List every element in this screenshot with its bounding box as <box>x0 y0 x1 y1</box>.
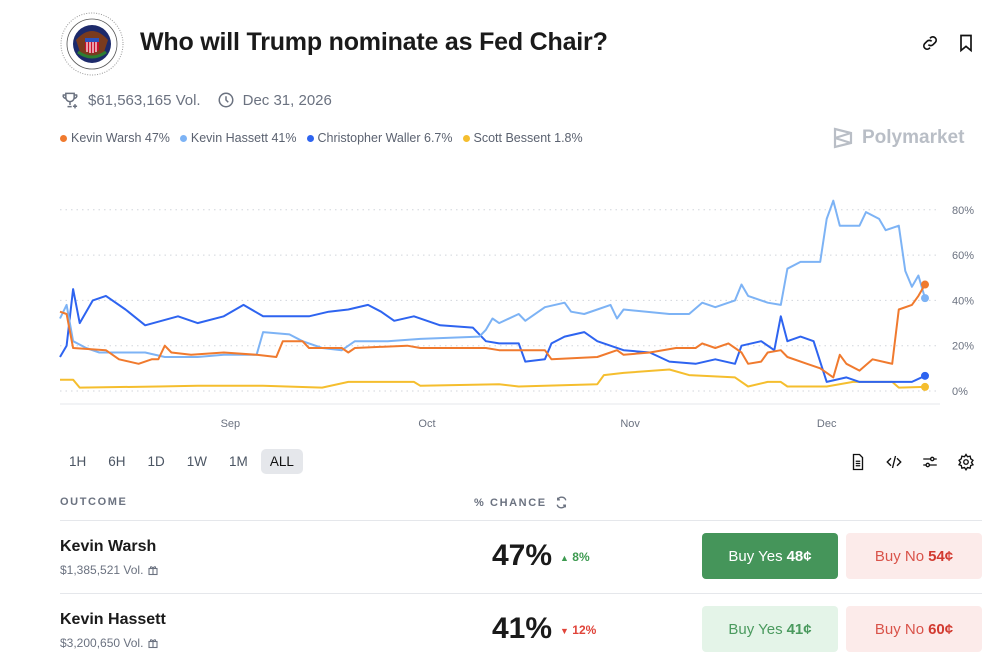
legend-label: Scott Bessent 1.8% <box>473 131 583 145</box>
chance-change: ▼ 12% <box>560 623 596 637</box>
legend-label: Kevin Warsh 47% <box>71 131 170 145</box>
outcome-chance: 41% <box>492 612 553 645</box>
series-line-christopher-waller <box>59 288 926 383</box>
y-tick-label: 40% <box>952 295 974 307</box>
gift-icon <box>148 566 158 576</box>
buy-no-label: Buy No <box>874 620 925 638</box>
series-end-point <box>921 382 929 391</box>
y-tick-label: 20% <box>952 341 974 353</box>
buy-yes-button[interactable]: Buy Yes 48¢ <box>702 533 838 579</box>
legend-item: Christopher Waller 6.7% <box>306 131 453 145</box>
buy-yes-label: Buy Yes <box>728 620 783 638</box>
price-history-chart[interactable]: 0% 20% 40% 60% 80% Sep Oct Nov Dec <box>0 190 1006 435</box>
legend-label: Kevin Hassett 41% <box>190 131 297 145</box>
market-meta: $61,563,165 Vol. Dec 31, 2026 <box>60 90 332 110</box>
x-tick-label: Sep <box>221 418 241 430</box>
gift-icon <box>148 639 158 649</box>
refresh-icon[interactable] <box>555 496 568 509</box>
change-value: 8% <box>572 550 590 564</box>
no-price: 60¢ <box>928 620 954 638</box>
legend-item: Scott Bessent 1.8% <box>462 131 583 145</box>
buy-no-label: Buy No <box>874 547 925 565</box>
time-range-selector: 1H 6H 1D 1W 1M ALL <box>60 449 303 474</box>
series-end-point <box>921 294 929 303</box>
y-tick-label: 60% <box>952 250 974 262</box>
outcome-column-header: OUTCOME <box>60 496 128 508</box>
series-end-point <box>921 280 929 289</box>
triangle-up-icon: ▲ <box>560 553 569 563</box>
range-button-all[interactable]: ALL <box>260 449 303 474</box>
outcome-row[interactable]: Kevin Hassett $3,200,650 Vol. 41% ▼ 12% … <box>0 594 1006 666</box>
legend-dot <box>179 134 187 142</box>
chance-header-label: % CHANCE <box>474 496 547 509</box>
x-tick-label: Nov <box>620 418 640 430</box>
outcome-name: Kevin Warsh <box>60 538 157 555</box>
range-button-1d[interactable]: 1D <box>147 454 165 469</box>
series-line-kevin-hassett <box>59 199 926 358</box>
buy-yes-button[interactable]: Buy Yes 41¢ <box>702 606 838 652</box>
buy-no-button[interactable]: Buy No 60¢ <box>846 606 982 652</box>
legend-dot <box>462 134 470 142</box>
range-button-1h[interactable]: 1H <box>69 454 87 469</box>
yes-price: 48¢ <box>786 547 812 565</box>
outcome-volume: $1,385,521 Vol. <box>60 563 159 577</box>
polymarket-logo-icon <box>833 127 853 149</box>
range-button-1m[interactable]: 1M <box>229 454 248 469</box>
legend-dot <box>60 134 67 142</box>
triangle-down-icon: ▼ <box>560 626 569 636</box>
y-tick-label: 80% <box>952 205 974 217</box>
chance-column-header: % CHANCE <box>474 496 568 509</box>
page-title: Who will Trump nominate as Fed Chair? <box>140 28 608 56</box>
series-end-point <box>921 371 929 380</box>
settings-gear-icon[interactable] <box>957 453 975 471</box>
total-volume: $61,563,165 Vol. <box>88 91 201 109</box>
embed-code-icon[interactable] <box>885 453 903 471</box>
x-tick-label: Oct <box>418 418 435 430</box>
divider <box>60 520 982 521</box>
x-tick-label: Dec <box>817 418 837 430</box>
legend-dot <box>306 134 314 142</box>
buy-yes-label: Buy Yes <box>728 547 783 565</box>
y-tick-label: 0% <box>952 386 968 398</box>
legend-item: Kevin Warsh 47% <box>60 131 170 145</box>
link-icon[interactable] <box>920 33 940 53</box>
series-line-kevin-warsh <box>59 283 926 379</box>
document-icon[interactable] <box>849 453 867 471</box>
chart-legend: Kevin Warsh 47% Kevin Hassett 41% Christop… <box>60 131 583 145</box>
outcome-name: Kevin Hassett <box>60 611 166 628</box>
chance-change: ▲ 8% <box>560 550 590 564</box>
end-date: Dec 31, 2026 <box>242 91 332 109</box>
series-line-scott-bessent <box>60 368 926 389</box>
bookmark-icon[interactable] <box>956 33 976 53</box>
outcome-volume-text: $3,200,650 Vol. <box>60 636 144 650</box>
no-price: 54¢ <box>928 547 954 565</box>
brand-name: Polymarket <box>862 127 965 148</box>
change-value: 12% <box>572 623 597 637</box>
legend-label: Christopher Waller 6.7% <box>317 131 453 145</box>
divider <box>60 593 982 594</box>
fed-seal-logo <box>60 12 124 76</box>
clock-icon <box>218 92 234 108</box>
yes-price: 41¢ <box>786 620 812 638</box>
outcome-chance: 47% <box>492 539 553 572</box>
polymarket-brand: Polymarket <box>832 126 964 150</box>
outcome-row[interactable]: Kevin Warsh $1,385,521 Vol. 47% ▲ 8% Buy… <box>0 521 1006 594</box>
buy-no-button[interactable]: Buy No 54¢ <box>846 533 982 579</box>
outcome-volume: $3,200,650 Vol. <box>60 636 159 650</box>
range-button-6h[interactable]: 6H <box>108 454 126 469</box>
sliders-icon[interactable] <box>921 453 939 471</box>
trophy-icon <box>62 92 78 109</box>
legend-item: Kevin Hassett 41% <box>179 131 297 145</box>
range-button-1w[interactable]: 1W <box>186 454 208 469</box>
outcome-volume-text: $1,385,521 Vol. <box>60 563 144 577</box>
